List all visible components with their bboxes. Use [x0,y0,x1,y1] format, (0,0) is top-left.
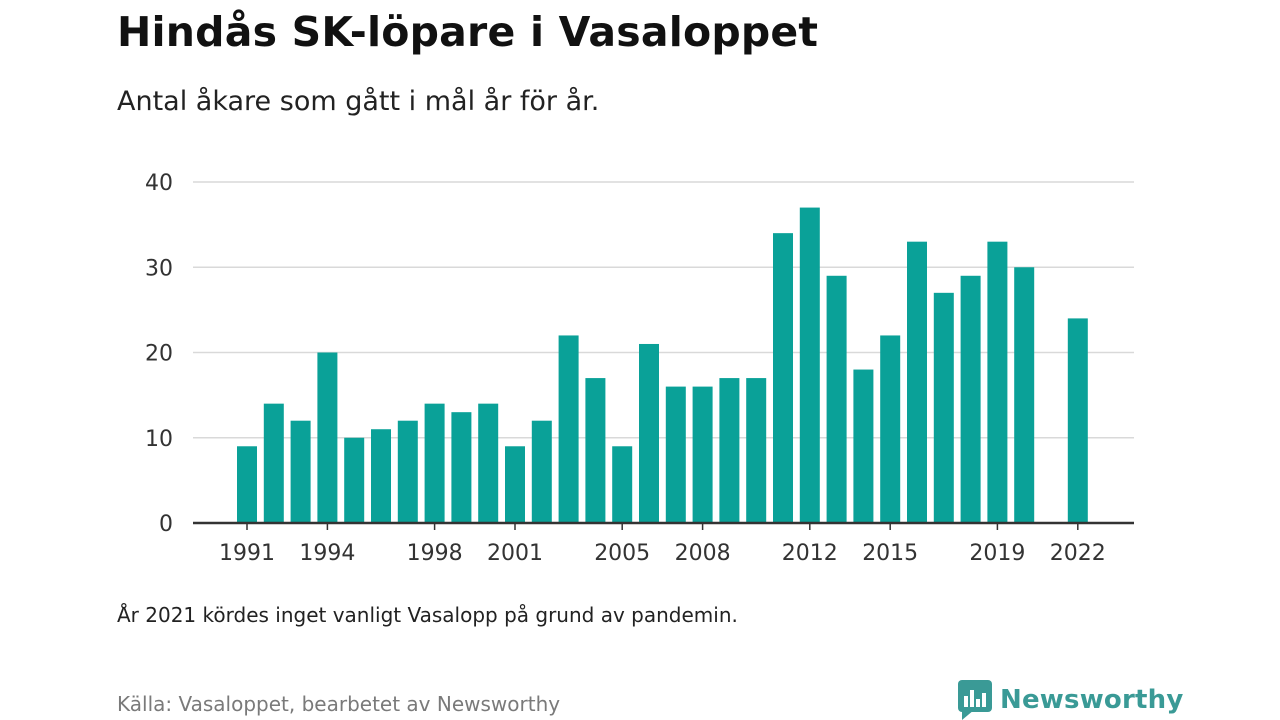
x-tick-label: 2022 [1050,541,1106,566]
bar [933,292,954,523]
bar-chart: 0 10 20 30 40 1991 1994 1998 2001 2005 2008 2012 201… [145,171,1134,566]
bar [478,403,499,523]
bar [531,420,552,523]
bar [826,275,847,523]
bar [558,335,579,523]
bar [692,386,713,523]
y-tick-label: 0 [159,512,173,537]
bar [987,241,1008,524]
chart-note: År 2021 kördes inget vanligt Vasalopp på… [117,603,738,627]
x-tick-label: 1998 [407,541,463,566]
bar [746,378,767,523]
bar [960,275,981,523]
newsworthy-logo-text: Newsworthy [1000,685,1184,715]
newsworthy-logo-icon [958,680,992,720]
bar [237,446,257,523]
bar [639,343,659,523]
bar [263,403,284,523]
bar [773,233,793,523]
y-tick-label: 40 [145,171,173,196]
y-tick-label: 20 [145,342,173,367]
x-tick-label: 2015 [862,541,918,566]
x-tick-label: 2001 [487,541,543,566]
bar [397,420,418,523]
bar [585,378,606,523]
bar [424,403,445,523]
x-tick-label: 2008 [675,541,731,566]
bar [371,429,391,523]
bar [1067,318,1088,523]
bar [719,378,740,523]
newsworthy-logo: Newsworthy [958,680,1183,720]
bar [853,369,874,523]
bar [1014,267,1035,523]
x-tick-label: 2005 [594,541,650,566]
y-tick-label: 10 [145,427,173,452]
bar [880,335,901,523]
bar [451,412,472,523]
x-tick-label: 1994 [299,541,355,566]
chart-title: Hindås SK-löpare i Vasaloppet [117,8,819,56]
x-tick-label: 1991 [219,541,275,566]
bar [907,241,927,524]
bar [344,437,365,523]
bar [799,207,820,523]
chart-subtitle: Antal åkare som gått i mål år för år. [117,86,600,117]
bar [290,420,311,523]
x-tick-label: 2012 [782,541,838,566]
x-tick-label: 2019 [969,541,1025,566]
bar [665,386,686,523]
bar [505,446,525,523]
bar [317,352,338,523]
y-tick-label: 30 [145,256,173,281]
bar [612,446,633,523]
source-text: Källa: Vasaloppet, bearbetet av Newswort… [117,692,561,716]
